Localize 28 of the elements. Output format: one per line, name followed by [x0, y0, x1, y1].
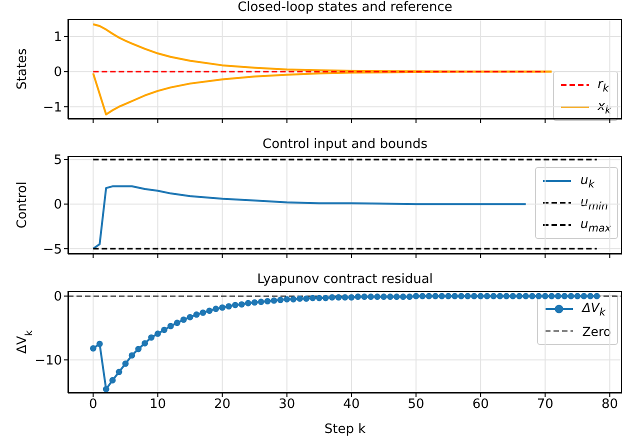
x-tick-label: 10	[149, 397, 166, 412]
legend-label: Zero	[582, 324, 611, 338]
y-tick-label: 0	[54, 198, 62, 213]
chart-title: Control input and bounds	[262, 137, 428, 152]
legend-label: r$_{k}$	[598, 76, 609, 94]
y-tick-label: 0	[54, 290, 62, 305]
chart-title: Closed-loop states and reference	[236, 0, 454, 15]
chart-title: Lyapunov contract residual	[256, 272, 434, 287]
y-tick-label: −10	[34, 353, 62, 368]
y-axis-title: Control	[15, 182, 30, 228]
y-tick-label: 5	[54, 153, 62, 168]
x-tick-label: 70	[536, 397, 554, 412]
y-tick-label: 0	[54, 65, 62, 80]
x-axis-title: Step k	[324, 422, 366, 437]
legend-label: u$_{k}$	[580, 172, 594, 190]
y-tick-label: −1	[42, 100, 62, 116]
legend-label: u$_{max}$	[580, 216, 611, 234]
x-tick-label: 60	[472, 397, 489, 412]
x-tick-label: 0	[89, 397, 98, 412]
x-tick-label: 40	[343, 397, 360, 412]
y-tick-label: 1	[54, 30, 62, 46]
x-tick-label: 30	[278, 397, 296, 412]
y-axis-title: States	[15, 48, 30, 90]
x-tick-label: 20	[214, 397, 231, 412]
x-tick-label: 80	[601, 397, 618, 412]
legend-label: ΔV$_{k}$	[582, 300, 606, 318]
y-tick-label: −5	[42, 242, 62, 258]
x-tick-label: 50	[408, 397, 424, 412]
